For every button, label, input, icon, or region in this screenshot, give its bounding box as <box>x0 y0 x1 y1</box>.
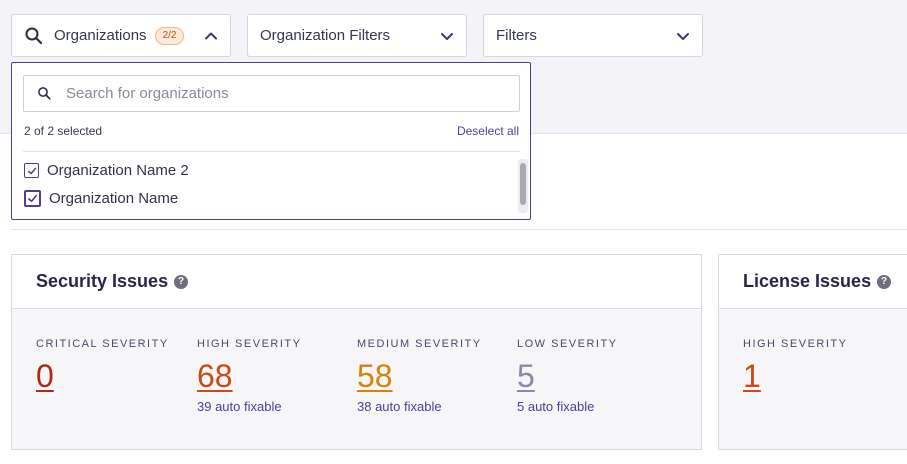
help-icon[interactable]: ? <box>174 274 189 289</box>
severity-metric-low: LOW SEVERITY 5 5 auto fixable <box>517 338 618 414</box>
scrollbar-thumb[interactable] <box>520 163 526 205</box>
search-icon <box>25 27 43 44</box>
selected-count-text: 2 of 2 selected <box>24 124 103 138</box>
card-header: Security Issues ? <box>12 255 701 309</box>
organization-option-label: Organization Name <box>49 190 179 207</box>
organization-filters-label: Organization Filters <box>260 27 391 44</box>
severity-count-link[interactable]: 68 <box>197 358 233 394</box>
divider <box>11 229 907 230</box>
organizations-dropdown: 2 of 2 selected Deselect all Organizatio… <box>11 62 531 220</box>
severity-count-link[interactable]: 58 <box>357 358 393 394</box>
severity-count-link[interactable]: 1 <box>743 358 761 394</box>
selection-count-badge: 2/2 <box>154 26 185 45</box>
severity-metric-critical: CRITICAL SEVERITY 0 <box>36 338 169 394</box>
card-body: CRITICAL SEVERITY 0 HIGH SEVERITY 68 39 … <box>12 310 701 449</box>
chevron-down-icon <box>441 33 453 40</box>
severity-count-link[interactable]: 5 <box>517 358 535 394</box>
auto-fixable-link[interactable]: 38 auto fixable <box>357 399 442 414</box>
severity-metric-medium: MEDIUM SEVERITY 58 38 auto fixable <box>357 338 482 414</box>
severity-label: HIGH SEVERITY <box>743 338 848 350</box>
help-icon[interactable]: ? <box>877 274 892 289</box>
severity-metric-high: HIGH SEVERITY 1 <box>743 338 847 394</box>
card-title: License Issues <box>743 271 872 291</box>
organization-option[interactable]: Organization Name <box>24 190 178 207</box>
search-icon <box>38 87 51 100</box>
severity-label: LOW SEVERITY <box>517 338 618 350</box>
security-issues-card: Security Issues ? CRITICAL SEVERITY 0 HI… <box>11 254 702 450</box>
organizations-filter-button[interactable]: Organizations 2/2 <box>11 14 231 57</box>
organization-option[interactable]: Organization Name 2 <box>24 162 189 179</box>
organizations-filter-label: Organizations <box>54 27 147 44</box>
chevron-down-icon <box>677 33 689 40</box>
deselect-all-link[interactable]: Deselect all <box>456 124 519 138</box>
card-title: Security Issues <box>36 271 169 291</box>
card-header: License Issues ? <box>719 255 907 309</box>
filters-label: Filters <box>496 27 537 44</box>
card-body: HIGH SEVERITY 1 <box>719 310 907 449</box>
organization-search-box[interactable] <box>23 75 520 112</box>
divider <box>23 151 520 152</box>
severity-count-link[interactable]: 0 <box>36 358 54 394</box>
severity-label: MEDIUM SEVERITY <box>357 338 482 350</box>
organization-option-label: Organization Name 2 <box>47 162 189 179</box>
severity-metric-high: HIGH SEVERITY 68 39 auto fixable <box>197 338 301 414</box>
license-issues-card: License Issues ? HIGH SEVERITY 1 <box>718 254 907 450</box>
organization-search-input[interactable] <box>66 85 486 102</box>
checkbox-checked-icon[interactable] <box>24 163 39 178</box>
organization-filters-button[interactable]: Organization Filters <box>247 14 467 57</box>
checkbox-checked-icon[interactable] <box>24 190 41 207</box>
severity-label: CRITICAL SEVERITY <box>36 338 169 350</box>
auto-fixable-link[interactable]: 39 auto fixable <box>197 399 282 414</box>
auto-fixable-link[interactable]: 5 auto fixable <box>517 399 595 414</box>
filters-button[interactable]: Filters <box>483 14 703 57</box>
chevron-up-icon <box>205 32 217 40</box>
severity-label: HIGH SEVERITY <box>197 338 302 350</box>
